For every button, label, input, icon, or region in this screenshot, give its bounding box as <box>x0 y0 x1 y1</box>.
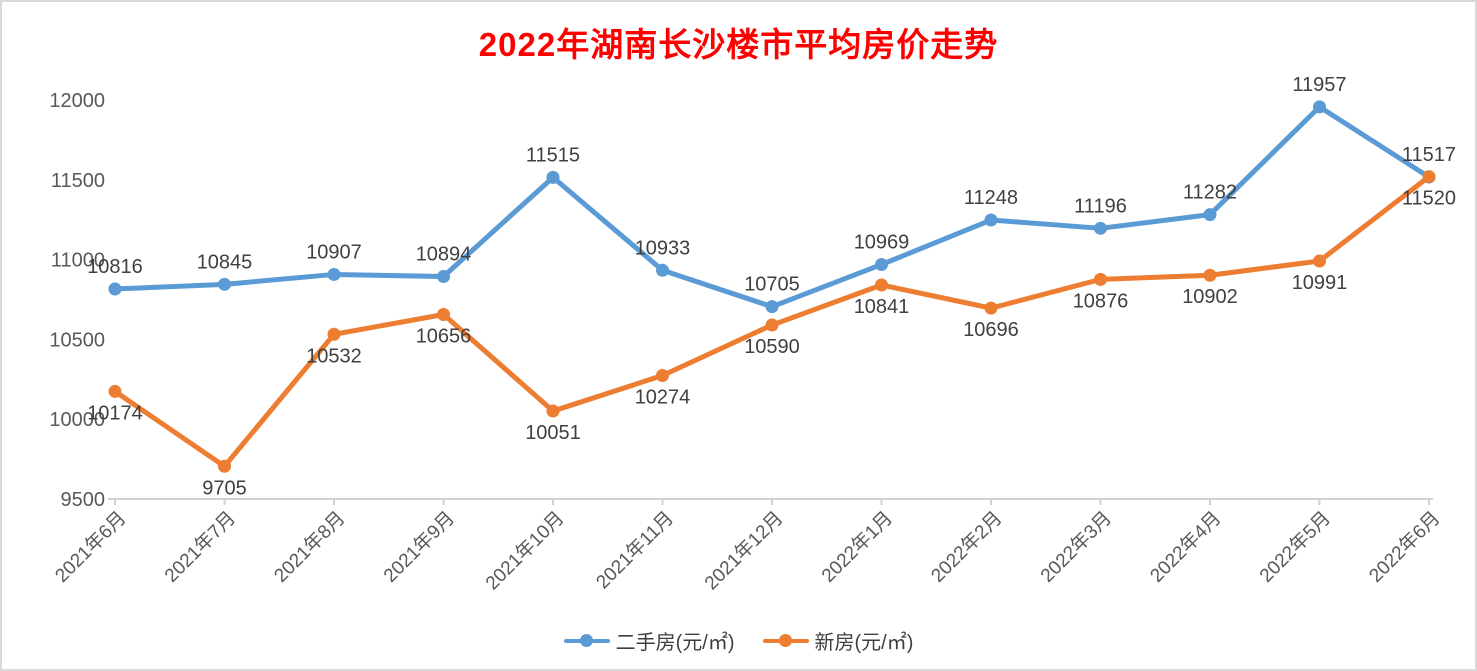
data-label: 10841 <box>854 296 910 318</box>
data-label: 11957 <box>1292 74 1346 96</box>
newhouse-line-swatch-icon <box>762 634 809 648</box>
data-label: 11196 <box>1074 195 1127 217</box>
newhouse-marker <box>1203 268 1217 282</box>
legend: 二手房(元/㎡) 新房(元/㎡) <box>2 626 1475 655</box>
secondhand-marker <box>875 258 888 272</box>
secondhand-marker <box>1094 221 1107 235</box>
data-label: 10274 <box>635 386 691 408</box>
x-tick-label: 2022年2月 <box>927 507 1007 587</box>
data-label: 10991 <box>1292 272 1348 294</box>
x-tick-label: 2021年11月 <box>592 507 678 593</box>
legend-label-secondhand: 二手房(元/㎡) <box>615 632 735 654</box>
x-tick-label: 2021年8月 <box>270 507 350 587</box>
secondhand-marker <box>765 300 779 314</box>
secondhand-marker <box>1203 208 1217 222</box>
newhouse-marker <box>546 404 560 418</box>
x-tick-label: 2021年9月 <box>379 507 459 587</box>
data-label: 10902 <box>1182 286 1238 308</box>
secondhand-line-swatch-icon <box>563 634 610 648</box>
data-label: 10590 <box>744 336 800 358</box>
secondhand-marker <box>437 270 450 284</box>
newhouse-marker <box>1313 254 1326 268</box>
newhouse-marker <box>765 318 779 332</box>
data-label: 10656 <box>416 326 472 348</box>
data-label: 11248 <box>964 187 1018 209</box>
data-label: 10876 <box>1073 290 1129 312</box>
y-tick-label: 11500 <box>51 170 105 192</box>
secondhand-marker <box>1313 100 1326 114</box>
x-tick-label: 2022年6月 <box>1365 507 1445 587</box>
x-tick-label: 2021年10月 <box>481 507 568 594</box>
newhouse-marker <box>327 327 341 341</box>
legend-item-newhouse: 新房(元/㎡) <box>762 626 914 655</box>
y-tick-label: 10000 <box>49 409 105 431</box>
y-tick-label: 11000 <box>51 250 105 272</box>
newhouse-marker <box>218 459 231 473</box>
legend-label-newhouse: 新房(元/㎡) <box>814 632 914 654</box>
data-label: 11520 <box>1402 188 1456 210</box>
newhouse-marker <box>1094 272 1107 286</box>
data-label: 10894 <box>416 244 472 266</box>
y-tick-label: 9500 <box>61 489 106 511</box>
y-tick-label: 10500 <box>49 329 105 351</box>
data-label: 10174 <box>87 402 143 424</box>
data-label: 11282 <box>1183 182 1237 204</box>
newhouse-marker <box>1422 170 1436 184</box>
x-tick-label: 2021年6月 <box>51 507 131 587</box>
x-tick-label: 2022年3月 <box>1036 507 1116 587</box>
data-label: 10907 <box>306 241 362 263</box>
x-tick-label: 2022年4月 <box>1146 507 1226 587</box>
data-label: 10816 <box>87 256 143 278</box>
data-label: 10969 <box>854 232 910 254</box>
x-tick-label: 2022年1月 <box>817 507 897 587</box>
y-tick-label: 12000 <box>49 90 105 112</box>
secondhand-marker <box>218 277 231 291</box>
secondhand-marker <box>108 282 122 296</box>
data-label: 10933 <box>635 237 691 259</box>
data-label: 11517 <box>1402 144 1456 166</box>
x-tick-label: 2022年5月 <box>1255 507 1335 587</box>
secondhand-marker <box>546 170 560 184</box>
newhouse-marker <box>875 278 888 292</box>
secondhand-marker <box>984 213 998 227</box>
newhouse-marker <box>984 301 998 315</box>
data-label: 10696 <box>963 319 1019 341</box>
chart-title: 2022年湖南长沙楼市平均房价走势 <box>478 26 999 63</box>
newhouse-marker <box>656 368 669 382</box>
data-label: 10051 <box>525 422 581 444</box>
data-label: 11515 <box>526 144 580 166</box>
x-tick-label: 2021年12月 <box>700 507 787 594</box>
newhouse-marker <box>437 308 450 322</box>
legend-item-secondhand: 二手房(元/㎡) <box>563 626 735 655</box>
data-label: 10705 <box>744 274 800 296</box>
secondhand-marker <box>327 267 341 281</box>
data-label: 10532 <box>306 345 362 367</box>
data-label: 10845 <box>197 251 253 273</box>
newhouse-marker <box>108 384 122 398</box>
x-tick-label: 2021年7月 <box>160 507 240 587</box>
secondhand-marker <box>656 263 669 277</box>
data-label: 9705 <box>202 477 247 499</box>
